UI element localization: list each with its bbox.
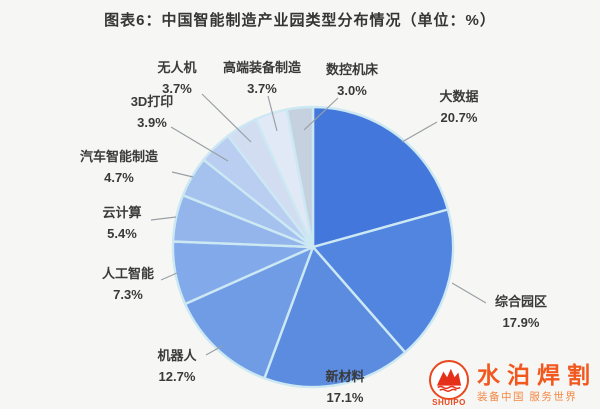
shuipo-logo-text: SHUIPO <box>432 398 466 407</box>
shuipo-mountain-icon <box>429 360 469 400</box>
pie-label-无人机: 无人机 3.7% <box>157 60 197 96</box>
pie-slice-大数据 <box>311 105 450 249</box>
watermark-brand: 水泊焊割 <box>477 362 597 388</box>
pie-slice-新材料 <box>263 245 407 389</box>
pie-label-云计算: 云计算 5.4% <box>102 205 142 241</box>
pie-label-汽车智能制造: 汽车智能制造 4.7% <box>79 149 159 185</box>
leader-line-3D打印 <box>170 126 229 162</box>
pie-label-3D打印: 3D打印 3.9% <box>130 94 174 130</box>
leader-line-无人机 <box>201 93 252 143</box>
leader-line-高端装备制造 <box>267 95 278 132</box>
pie-slice-数控机床 <box>285 105 315 249</box>
leader-line-汽车智能制造 <box>171 171 194 178</box>
leader-line-机器人 <box>205 345 223 356</box>
pie-label-新材料: 新材料 17.1% <box>325 369 365 405</box>
pie-slice-综合园区 <box>311 208 455 354</box>
pie-label-数控机床: 数控机床 3.0% <box>325 62 379 98</box>
watermark-tagline: 装备中国 服务世界 <box>477 391 578 403</box>
shuipo-logo: SHUIPO <box>426 360 472 407</box>
leader-line-综合园区 <box>451 282 487 304</box>
pie-label-高端装备制造: 高端装备制造 3.7% <box>222 60 302 96</box>
chart-title: 图表6：中国智能制造产业园类型分布情况（单位：%） <box>104 12 496 29</box>
pie-label-机器人: 机器人 12.7% <box>157 348 197 384</box>
pie-label-大数据: 大数据 20.7% <box>439 89 479 125</box>
pie-label-人工智能: 人工智能 7.3% <box>101 266 155 302</box>
leader-line-大数据 <box>401 121 438 143</box>
leader-line-人工智能 <box>160 272 178 281</box>
pie-label-综合园区: 综合园区 17.9% <box>494 294 548 330</box>
watermark: SHUIPO 水泊焊割 装备中国 服务世界 <box>426 360 597 407</box>
leader-line-数控机床 <box>303 97 339 131</box>
leader-line-云计算 <box>150 216 177 221</box>
